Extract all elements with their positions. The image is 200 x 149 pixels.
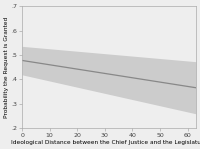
Y-axis label: Probability the Request is Granted: Probability the Request is Granted [4, 16, 9, 118]
X-axis label: Ideological Distance between the Chief Justice and the Legislature: Ideological Distance between the Chief J… [11, 140, 200, 145]
